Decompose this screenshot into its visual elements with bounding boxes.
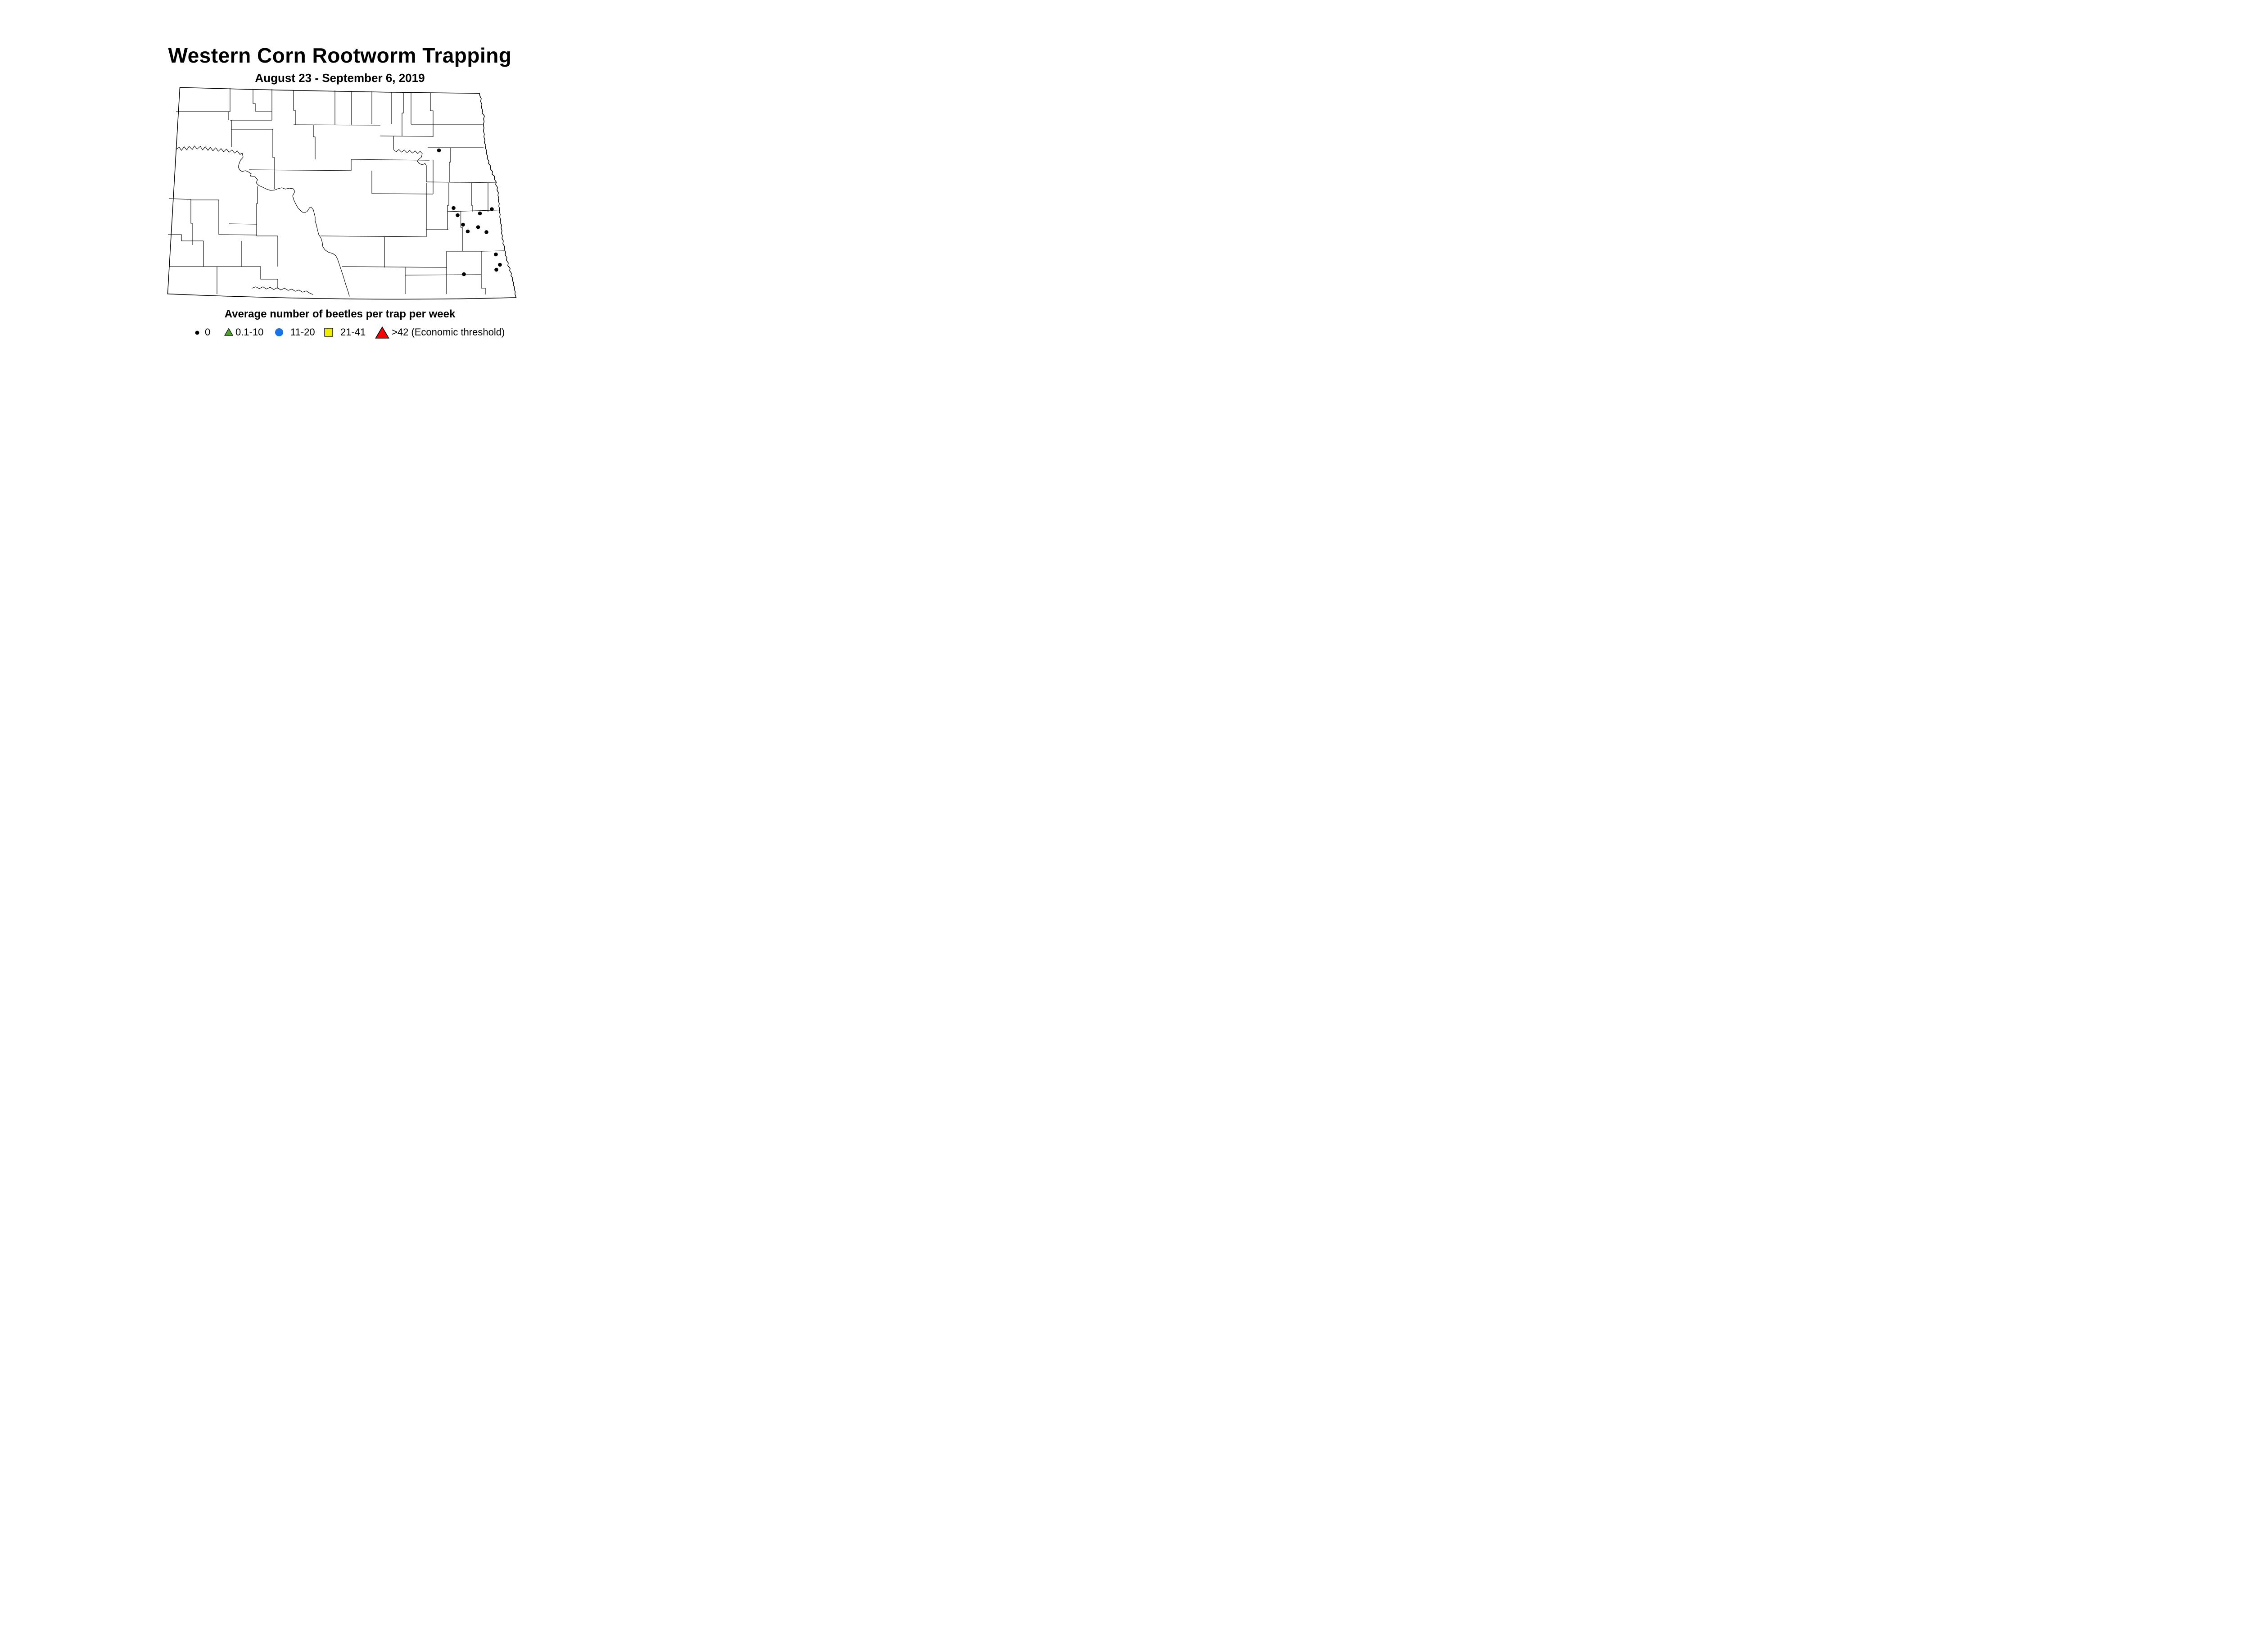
state-outline <box>167 87 517 300</box>
figure-subtitle: August 23 - September 6, 2019 <box>255 71 425 85</box>
missouri-river-line <box>176 145 350 297</box>
trap-site-dot <box>462 272 466 276</box>
trap-site-dot <box>494 267 498 272</box>
trap-site-dot <box>437 148 441 153</box>
legend-label-1: 0.1-10 <box>235 326 264 338</box>
trap-site-dot <box>494 252 498 257</box>
legend-label-3: 21-41 <box>340 326 366 338</box>
trap-site-dot <box>476 225 480 229</box>
south-border-river-line <box>252 286 313 295</box>
trap-site-dot <box>484 230 488 234</box>
legend-red-triangle-icon <box>375 326 389 339</box>
legend-yellow-square-icon <box>324 328 333 337</box>
county-boundaries <box>168 88 504 294</box>
legend-green-triangle-icon <box>224 328 233 336</box>
legend-label-2: 11-20 <box>290 326 315 338</box>
figure-page: Western Corn Rootworm Trapping August 23… <box>0 0 693 372</box>
legend-blue-circle-icon <box>275 328 283 336</box>
legend-black-dot-icon <box>195 330 199 335</box>
trap-site-dot <box>456 213 460 217</box>
trap-site-dot <box>478 211 482 216</box>
trap-site-dot <box>466 229 470 234</box>
devils-lake-line <box>393 149 427 166</box>
north-dakota-county-map <box>167 87 517 300</box>
trap-site-dots <box>437 148 502 276</box>
river-lines <box>176 145 427 297</box>
trap-site-dot <box>452 206 456 210</box>
legend-label-4: >42 (Economic threshold) <box>392 326 505 338</box>
trap-site-dot <box>461 222 465 227</box>
legend-label-0: 0 <box>205 326 211 338</box>
legend-title: Average number of beetles per trap per w… <box>224 308 456 320</box>
trap-site-dot <box>498 263 502 267</box>
trap-site-dot <box>490 207 494 211</box>
figure-title: Western Corn Rootworm Trapping <box>168 44 512 67</box>
